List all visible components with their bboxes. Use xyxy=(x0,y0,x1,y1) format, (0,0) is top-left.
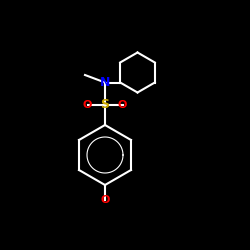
Text: N: N xyxy=(100,76,110,89)
Text: O: O xyxy=(100,195,110,205)
Text: S: S xyxy=(100,98,110,112)
Text: O: O xyxy=(83,100,92,110)
Text: O: O xyxy=(118,100,127,110)
